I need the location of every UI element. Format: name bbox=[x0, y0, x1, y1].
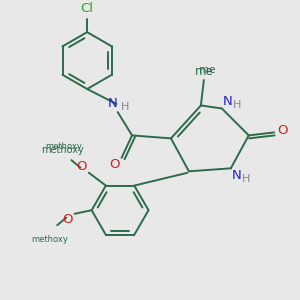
Text: methoxy: methoxy bbox=[41, 145, 84, 155]
Text: O: O bbox=[110, 158, 120, 171]
Text: N: N bbox=[222, 95, 232, 108]
Text: O: O bbox=[77, 160, 87, 172]
Text: H: H bbox=[233, 100, 242, 110]
Text: H: H bbox=[242, 174, 250, 184]
Text: N: N bbox=[231, 169, 241, 182]
Text: N: N bbox=[108, 98, 118, 110]
Text: methoxy: methoxy bbox=[46, 142, 82, 151]
Text: me: me bbox=[199, 64, 215, 75]
Text: methoxy: methoxy bbox=[31, 235, 68, 244]
Text: O: O bbox=[62, 213, 73, 226]
Text: H: H bbox=[121, 102, 130, 112]
Text: me: me bbox=[194, 65, 213, 78]
Text: O: O bbox=[277, 124, 288, 137]
Text: Cl: Cl bbox=[81, 2, 94, 15]
